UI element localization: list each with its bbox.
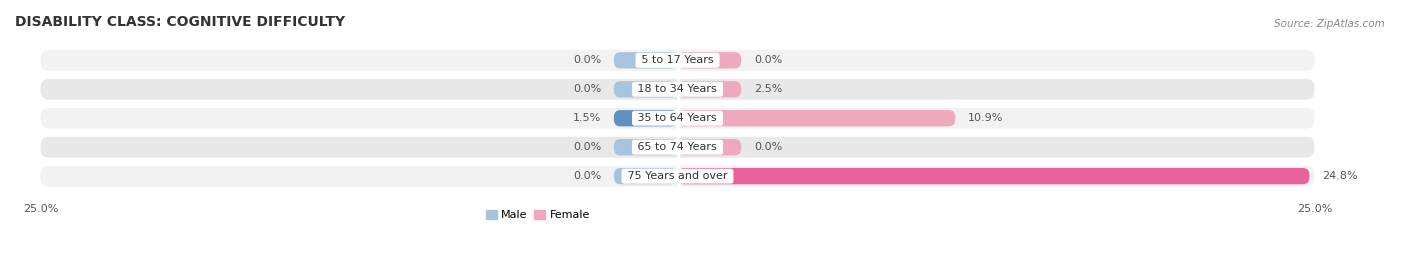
FancyBboxPatch shape xyxy=(614,81,678,97)
Legend: Male, Female: Male, Female xyxy=(481,206,595,225)
Text: 65 to 74 Years: 65 to 74 Years xyxy=(634,142,721,152)
Text: 24.8%: 24.8% xyxy=(1322,171,1358,181)
FancyBboxPatch shape xyxy=(41,108,1315,129)
FancyBboxPatch shape xyxy=(41,166,1315,187)
Text: 18 to 34 Years: 18 to 34 Years xyxy=(634,84,721,94)
Text: 5 to 17 Years: 5 to 17 Years xyxy=(638,55,717,65)
Text: Source: ZipAtlas.com: Source: ZipAtlas.com xyxy=(1274,19,1385,29)
Text: 0.0%: 0.0% xyxy=(572,142,602,152)
Text: DISABILITY CLASS: COGNITIVE DIFFICULTY: DISABILITY CLASS: COGNITIVE DIFFICULTY xyxy=(15,15,344,29)
FancyBboxPatch shape xyxy=(614,168,678,184)
Text: 1.5%: 1.5% xyxy=(572,113,602,123)
FancyBboxPatch shape xyxy=(614,139,678,155)
Text: 0.0%: 0.0% xyxy=(754,55,782,65)
FancyBboxPatch shape xyxy=(678,139,741,155)
Text: 2.5%: 2.5% xyxy=(754,84,782,94)
Text: 0.0%: 0.0% xyxy=(754,142,782,152)
FancyBboxPatch shape xyxy=(678,110,955,126)
Text: 10.9%: 10.9% xyxy=(967,113,1004,123)
Text: 0.0%: 0.0% xyxy=(572,55,602,65)
Text: 35 to 64 Years: 35 to 64 Years xyxy=(634,113,721,123)
FancyBboxPatch shape xyxy=(41,50,1315,71)
FancyBboxPatch shape xyxy=(678,81,741,97)
Text: 0.0%: 0.0% xyxy=(572,84,602,94)
FancyBboxPatch shape xyxy=(614,52,678,69)
FancyBboxPatch shape xyxy=(614,110,678,126)
Text: 75 Years and over: 75 Years and over xyxy=(624,171,731,181)
Text: 0.0%: 0.0% xyxy=(572,171,602,181)
FancyBboxPatch shape xyxy=(41,79,1315,100)
FancyBboxPatch shape xyxy=(678,52,741,69)
FancyBboxPatch shape xyxy=(41,137,1315,158)
FancyBboxPatch shape xyxy=(678,168,1309,184)
